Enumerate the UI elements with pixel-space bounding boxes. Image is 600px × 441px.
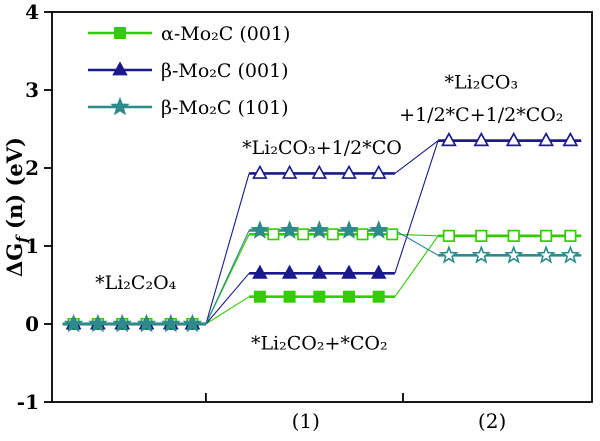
triangle-marker <box>473 132 490 147</box>
legend-label: β-Mo₂C (001) <box>161 60 289 82</box>
square-marker <box>372 290 385 303</box>
star-marker <box>182 313 203 333</box>
legend-label: β-Mo₂C (101) <box>161 97 289 119</box>
step-connector <box>205 296 250 325</box>
star-marker <box>309 220 330 239</box>
triangle-marker <box>281 164 298 179</box>
square-marker <box>540 229 553 242</box>
x-stage-label: (2) <box>478 409 506 433</box>
triangle-marker <box>370 164 387 179</box>
step-connector <box>394 140 439 274</box>
square-marker <box>326 228 339 241</box>
star-marker <box>471 245 492 264</box>
triangle-marker <box>341 164 357 179</box>
step-connector <box>394 140 439 174</box>
square-marker <box>475 229 488 242</box>
y-tick-label: -1 <box>17 390 39 414</box>
triangle-marker <box>252 264 268 279</box>
step-connector <box>205 230 250 325</box>
square-marker <box>267 228 280 241</box>
square-marker <box>564 229 577 242</box>
x-stage-label: (1) <box>292 409 320 433</box>
triangle-marker <box>311 264 328 279</box>
square-marker <box>114 26 127 39</box>
triangle-marker <box>112 61 128 76</box>
triangle-marker <box>562 132 579 147</box>
square-marker <box>313 290 326 303</box>
y-tick-label: 3 <box>25 78 39 102</box>
triangle-marker <box>538 132 554 147</box>
star-marker <box>112 313 132 333</box>
square-marker <box>507 229 520 242</box>
triangle-marker <box>341 264 357 279</box>
y-tick-label: 0 <box>25 312 39 336</box>
star-marker <box>368 220 389 239</box>
triangle-marker <box>281 264 298 279</box>
star-marker <box>560 245 581 264</box>
legend-item: β-Mo₂C (101) <box>88 96 289 119</box>
y-axis-title: ΔGf (n) (eV) <box>2 137 31 277</box>
square-marker <box>297 228 310 241</box>
legend-item: β-Mo₂C (001) <box>88 60 289 82</box>
triangle-marker <box>252 164 268 179</box>
star-marker <box>63 313 84 333</box>
triangle-marker <box>311 164 328 179</box>
y-tick-label: 2 <box>25 156 39 180</box>
star-marker <box>250 220 270 239</box>
square-marker <box>283 290 296 303</box>
legend: α-Mo₂C (001) β-Mo₂C (001) β-Mo₂C (101) <box>88 23 290 119</box>
y-tick-label: 1 <box>25 234 39 258</box>
square-marker <box>442 229 455 242</box>
triangle-marker <box>505 132 522 147</box>
series-markers <box>63 220 581 333</box>
annotation-label: +1/2*C+1/2*CO₂ <box>399 104 563 126</box>
annotation-label: *Li₂CO₃+1/2*CO <box>242 137 402 159</box>
star-marker <box>279 220 300 239</box>
annotation-label: *Li₂CO₃ <box>445 71 519 93</box>
star-marker <box>110 96 130 116</box>
plot-frame <box>51 11 593 403</box>
star-marker <box>339 220 359 239</box>
star-marker <box>503 245 524 264</box>
annotation-label: *Li₂CO₂+*CO₂ <box>251 333 388 355</box>
square-marker <box>253 290 266 303</box>
step-connector <box>394 229 439 256</box>
step-connector <box>205 173 250 325</box>
triangle-marker <box>441 132 457 147</box>
step-connector <box>205 272 250 325</box>
legend-label: α-Mo₂C (001) <box>161 23 290 45</box>
star-marker <box>136 313 157 333</box>
square-marker <box>342 290 355 303</box>
triangle-marker <box>370 264 387 279</box>
annotation-label: *Li₂C₂O₄ <box>95 272 177 294</box>
star-marker <box>439 245 459 264</box>
legend-item: α-Mo₂C (001) <box>88 23 290 45</box>
star-marker <box>161 313 181 333</box>
step-connector <box>394 235 439 298</box>
star-marker <box>536 245 556 264</box>
star-marker <box>88 313 108 333</box>
y-tick-label: 4 <box>25 0 39 24</box>
square-marker <box>356 228 369 241</box>
square-marker <box>386 228 399 241</box>
